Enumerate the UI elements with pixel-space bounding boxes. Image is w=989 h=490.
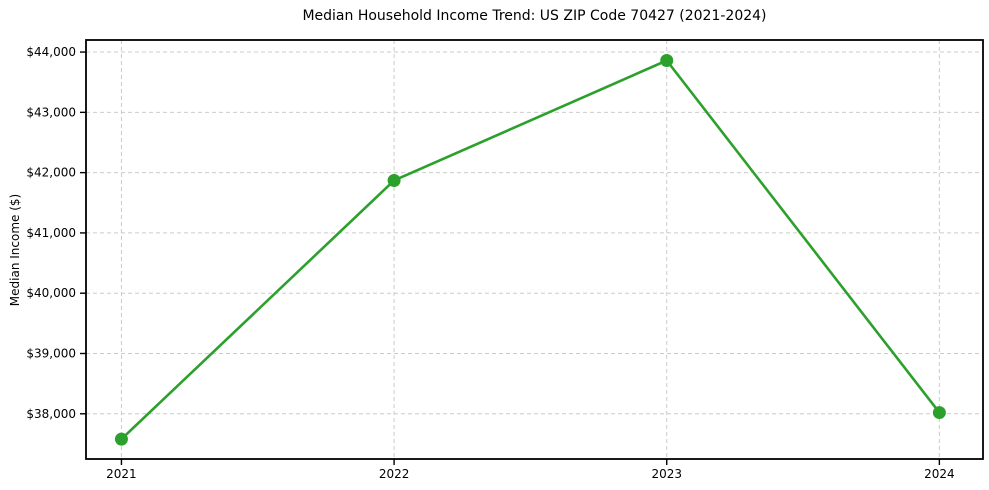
x-tick-label: 2022	[379, 467, 410, 481]
y-tick-label: $38,000	[26, 407, 76, 421]
y-tick-label: $42,000	[26, 166, 76, 180]
data-point-2022	[387, 173, 401, 187]
data-point-2023	[660, 53, 674, 67]
x-tick-label: 2024	[924, 467, 955, 481]
trend-line	[120, 59, 941, 441]
plot-border	[85, 39, 984, 460]
data-point-2024	[932, 406, 946, 420]
y-tick-label: $40,000	[26, 286, 76, 300]
chart-title: Median Household Income Trend: US ZIP Co…	[302, 8, 767, 24]
x-tick-label: 2021	[106, 467, 137, 481]
x-tick-label: 2023	[651, 467, 682, 481]
y-tick-label: $44,000	[26, 45, 76, 59]
y-tick-label: $39,000	[26, 346, 76, 360]
data-point-2021	[114, 432, 128, 446]
y-tick-label: $41,000	[26, 226, 76, 240]
y-tick-label: $43,000	[26, 105, 76, 119]
